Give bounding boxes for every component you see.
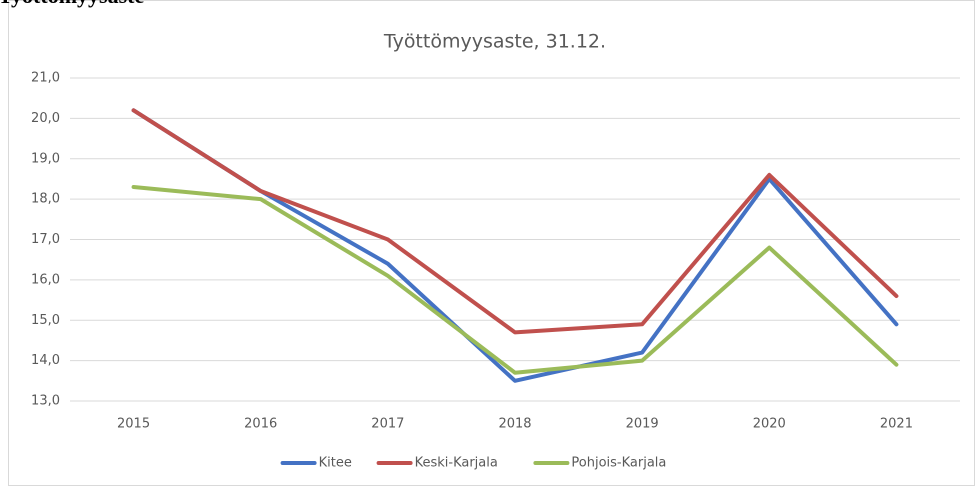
y-tick-label: 16,0: [31, 272, 60, 287]
chart-title: Työttömyysaste, 31.12.: [383, 31, 606, 53]
y-tick-label: 17,0: [31, 232, 60, 247]
x-tick-label: 2017: [371, 417, 404, 432]
series-line: [131, 185, 899, 375]
x-tick-label: 2021: [880, 417, 913, 432]
legend-label: Pohjois-Karjala: [571, 456, 666, 471]
legend-label: Keski-Karjala: [415, 456, 498, 471]
y-tick-label: 14,0: [31, 353, 60, 368]
page-heading: Työttömyysaste: [0, 0, 144, 8]
series-line: [131, 108, 899, 335]
x-tick-label: 2016: [244, 417, 277, 432]
legend-label: Kitee: [319, 456, 352, 471]
x-tick-label: 2020: [753, 417, 786, 432]
chart-border: [8, 0, 975, 486]
y-tick-label: 18,0: [31, 192, 60, 207]
x-tick-label: 2019: [626, 417, 659, 432]
y-tick-label: 20,0: [31, 111, 60, 126]
x-tick-label: 2018: [498, 417, 531, 432]
x-tick-label: 2015: [117, 417, 150, 432]
y-tick-label: 15,0: [31, 313, 60, 328]
y-tick-label: 19,0: [31, 151, 60, 166]
y-tick-label: 13,0: [31, 394, 60, 409]
y-tick-label: 21,0: [31, 71, 60, 86]
